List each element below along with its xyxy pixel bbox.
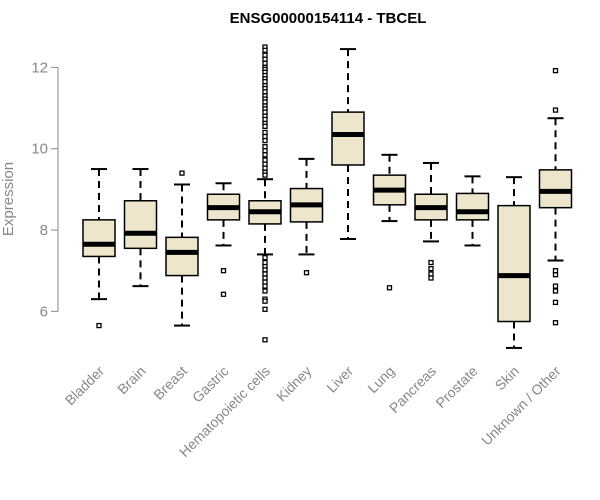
x-tick-label: Prostate [432,363,480,411]
outlier-point [428,271,434,277]
x-tick-label: Bladder [62,363,108,409]
outlier-point [262,56,268,62]
outlier-point [262,157,268,163]
outlier-point [262,165,268,171]
outlier-point [96,322,102,329]
y-tick-label: 10 [31,141,48,158]
outlier-point [262,288,268,294]
outlier-point [262,129,268,136]
box-rect [538,169,573,209]
outlier-point [552,299,559,306]
box-3 [206,182,241,297]
x-tick-label: Breast [150,363,190,403]
outlier-point [428,275,434,281]
outlier-point [262,337,268,343]
outlier-point [262,109,268,115]
outlier-point [262,298,268,304]
outlier-point [262,306,268,312]
outlier-point [552,320,559,326]
outlier-point [552,107,559,113]
outlier-point [262,60,268,66]
x-tick-label: Skin [492,363,523,394]
outlier-point [262,99,268,105]
box-5 [289,157,324,276]
y-tick-label: 6 [40,303,48,320]
y-tick-label: 8 [40,222,48,239]
outlier-point [386,285,393,291]
outlier-point [428,266,434,272]
outlier-point [552,283,559,289]
x-tick-label: Liver [323,363,356,396]
outlier-point [179,170,185,176]
outlier-point [262,275,268,281]
box-rect [123,200,158,250]
chart-title: ENSG00000154114 - TBCEL [230,10,427,27]
x-tick-label: Kidney [273,363,315,405]
outlier-point [262,152,268,158]
outlier-point [428,259,434,266]
y-axis-label: Expression [0,162,17,236]
box-rect [455,192,490,221]
outlier-point [262,123,268,129]
x-tick-label: Unknown / Other [478,363,564,449]
outlier-point [262,161,268,167]
outlier-point [552,268,559,274]
box-rect [82,219,116,258]
outlier-point [262,78,268,85]
outlier-point [262,116,268,123]
outlier-point [262,137,268,144]
outlier-point [262,144,268,150]
box-11 [538,67,573,326]
box-4 [248,44,282,343]
outlier-point [262,89,268,95]
y-axis: 6 8 10 12 [31,59,59,320]
box-8 [414,161,448,281]
x-tick-label: Lung [364,363,397,396]
box-6 [331,48,365,240]
outlier-point [262,255,268,261]
outlier-point [262,47,268,53]
box-rect [331,111,365,166]
box-rect [497,204,531,323]
outlier-point [552,67,559,74]
y-tick-label: 12 [31,59,48,76]
outlier-point [220,291,227,297]
box-0 [82,168,116,329]
box-9 [455,175,490,247]
box-10 [497,176,531,349]
outlier-point [262,279,268,285]
outlier-point [262,283,268,289]
box-rect [165,236,199,277]
outlier-point [552,288,559,294]
outlier-point [262,267,268,273]
box-1 [123,168,158,288]
box-7 [372,153,407,291]
outlier-point [262,172,268,178]
outlier-point [262,271,268,277]
outlier-point [220,268,227,274]
outlier-point [262,133,268,140]
outlier-point [552,272,559,278]
outlier-point [262,52,268,58]
outlier-point [303,270,310,276]
boxes-group [82,44,573,349]
x-tick-label: Brain [114,363,148,397]
outlier-point [262,148,268,154]
outlier-point [262,259,268,266]
box-2 [165,170,199,327]
